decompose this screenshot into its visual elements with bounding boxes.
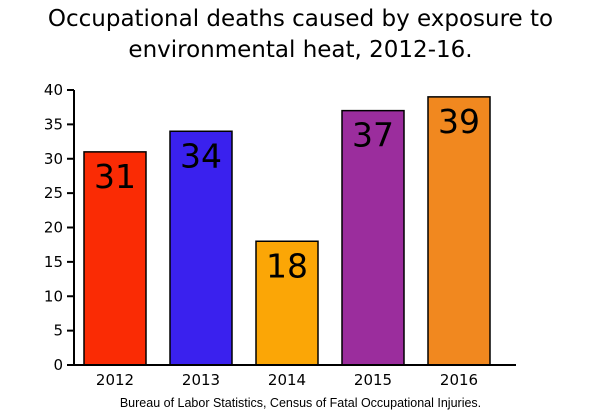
bar-data-labels: 31 34 18 37 39 (94, 102, 480, 285)
bar-2014 (255, 240, 319, 366)
x-tick-label-2012: 2012 (96, 371, 134, 389)
y-tick-label: 15 (44, 253, 63, 271)
x-tick-label-2014: 2014 (268, 371, 306, 389)
data-label-2013: 34 (180, 136, 222, 175)
data-label-2016: 39 (438, 102, 480, 141)
y-tick-label: 25 (44, 184, 63, 202)
chart-title: Occupational deaths caused by exposure t… (0, 4, 601, 66)
bar-series (83, 96, 491, 366)
x-tick-label-2016: 2016 (440, 371, 478, 389)
chart-title-line-2: environmental heat, 2012-16. (128, 37, 473, 63)
y-tick-label: 40 (44, 81, 63, 99)
chart-title-line-1: Occupational deaths caused by exposure t… (47, 6, 554, 32)
x-tick-label-2015: 2015 (354, 371, 392, 389)
y-tick-label: 0 (53, 356, 63, 374)
data-label-2015: 37 (352, 116, 394, 155)
bar-2015 (341, 109, 405, 366)
y-tick-label: 35 (44, 115, 63, 133)
y-tick-label: 5 (53, 322, 63, 340)
data-label-2014: 18 (266, 246, 308, 285)
y-tick-label: 20 (44, 219, 63, 237)
chart-source-note: Bureau of Labor Statistics, Census of Fa… (119, 396, 482, 410)
y-axis-ticks: 0 5 10 15 20 25 30 35 40 (44, 81, 74, 374)
bar-2012 (83, 151, 147, 366)
y-tick-label: 10 (44, 287, 63, 305)
bar-2013 (169, 130, 233, 366)
x-axis-ticks: 2012 2013 2014 2015 2016 (96, 371, 478, 389)
data-label-2012: 31 (94, 157, 136, 196)
x-tick-label-2013: 2013 (182, 371, 220, 389)
y-tick-label: 30 (44, 150, 63, 168)
